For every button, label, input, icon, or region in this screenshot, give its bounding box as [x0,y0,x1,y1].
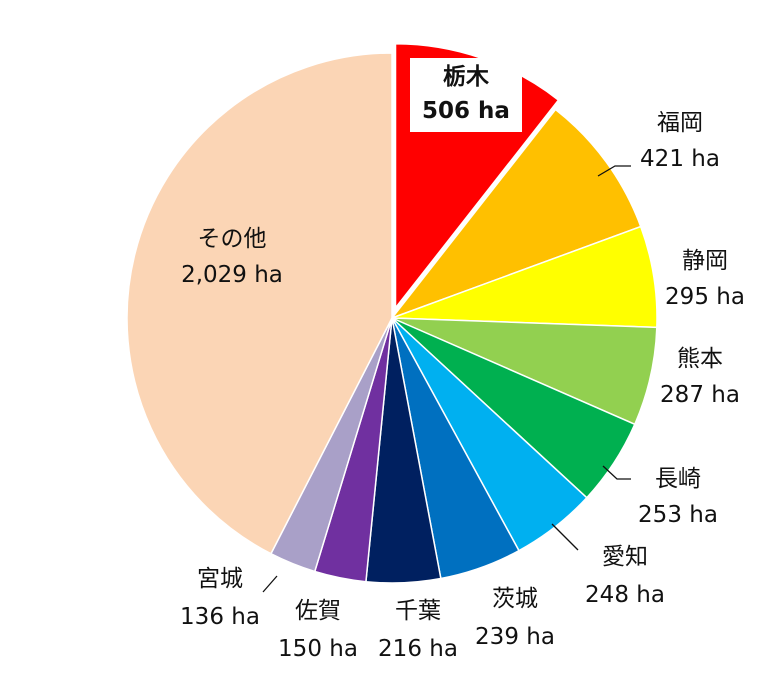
highlight-label-background [410,58,522,132]
slice-value-label: 239 ha [475,624,555,650]
leader-line-9 [262,575,278,593]
slice-name-label: 静岡 [682,248,728,274]
slice-value-label: 295 ha [665,284,745,310]
slice-name-label: 愛知 [602,544,648,570]
slice-value-label: 2,029 ha [181,262,283,288]
slice-value-label: 150 ha [278,636,358,662]
slice-name-label: 熊本 [677,346,723,372]
slice-value-label: 136 ha [180,604,260,630]
slice-name-label: 佐賀 [295,598,341,624]
slice-value-label: 248 ha [585,582,665,608]
leader-lines [262,165,631,593]
pie-slice-1 [389,108,642,320]
slice-value-label: 216 ha [378,636,458,662]
slice-name-label: その他 [198,226,267,252]
leader-line-5 [551,523,579,551]
slice-value-label: 421 ha [640,146,720,172]
slice-value-label: 506 ha [422,98,510,124]
slice-labels: 栃木 506 ha 福岡 421 ha 静岡 295 ha 熊本 287 ha 長崎 253 ha… [180,58,745,662]
pie-slice-10 [126,52,393,555]
leader-line-1 [597,165,631,177]
slice-name-label: 福岡 [657,110,703,136]
pie-slices [126,42,658,584]
slice-name-label: 長崎 [655,466,701,492]
slice-name-label: 千葉 [395,598,441,624]
slice-name-label: 栃木 [443,64,489,90]
slice-value-label: 287 ha [660,382,740,408]
slice-name-label: 宮城 [197,566,243,592]
leader-line-4 [602,465,631,480]
slice-value-label: 253 ha [638,502,718,528]
slice-name-label: 茨城 [492,586,538,612]
